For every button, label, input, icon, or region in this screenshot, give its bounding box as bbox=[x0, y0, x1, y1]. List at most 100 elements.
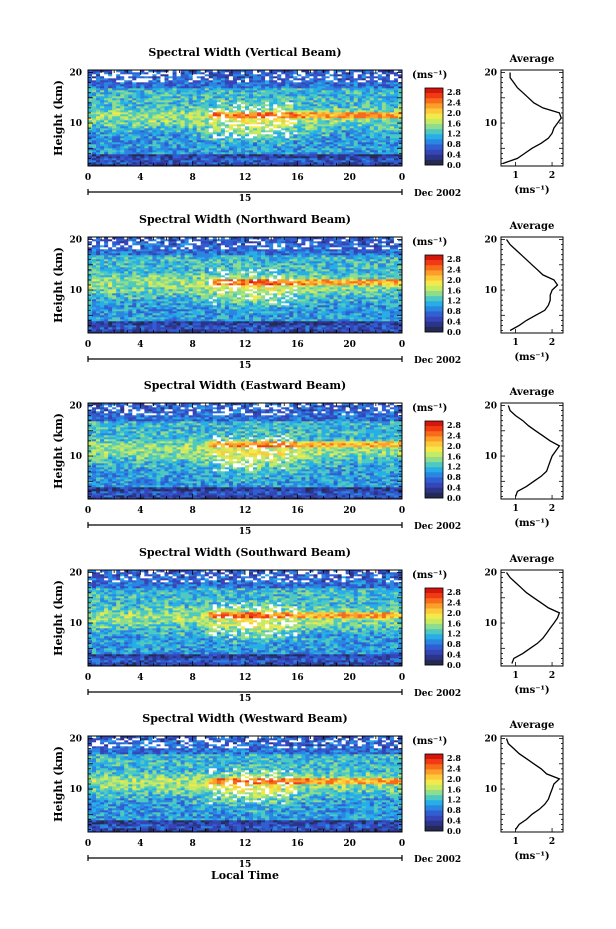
colorbar-tick-label: 1.2 bbox=[447, 795, 461, 805]
profile-x-label: (ms⁻¹) bbox=[514, 685, 549, 696]
colorbar-tick-label: 0.8 bbox=[447, 306, 461, 316]
average-profile: Average 10 20 1 2(ms⁻¹) bbox=[484, 720, 563, 862]
profile-x-label: (ms⁻¹) bbox=[514, 851, 549, 862]
colorbar-tick-label: 2.8 bbox=[447, 753, 461, 763]
x-tick-label: 0 bbox=[399, 839, 405, 849]
date-label: Dec 2002 bbox=[414, 855, 461, 865]
profile-y-tick-label: 10 bbox=[484, 286, 497, 296]
x-axis-label: Local Time bbox=[211, 869, 279, 882]
x-tick-label: 0 bbox=[85, 173, 91, 183]
colorbar-tick-label: 0.4 bbox=[447, 816, 461, 826]
colorbar-unit: (ms⁻¹) bbox=[412, 570, 447, 581]
panel-title: Spectral Width (Eastward Beam) bbox=[144, 379, 346, 392]
y-axis-label: Height (km) bbox=[52, 247, 65, 323]
profile-x-tick-label: 1 bbox=[512, 837, 518, 847]
x-tick-label: 16 bbox=[291, 839, 304, 849]
y-tick-label: 10 bbox=[69, 619, 82, 629]
profile-x-tick-label: 2 bbox=[549, 504, 555, 514]
y-tick-label: 10 bbox=[69, 119, 82, 129]
colorbar-tick-label: 2.4 bbox=[447, 97, 461, 107]
colorbar-tick-label: 1.2 bbox=[447, 129, 461, 139]
profile-x-label: (ms⁻¹) bbox=[514, 352, 549, 363]
colorbar-tick-label: 2.4 bbox=[447, 430, 461, 440]
colorbar-tick-label: 1.2 bbox=[447, 296, 461, 306]
colorbar-unit: (ms⁻¹) bbox=[412, 70, 447, 81]
colorbar-unit: (ms⁻¹) bbox=[412, 736, 447, 747]
x-tick-label: 4 bbox=[137, 673, 143, 683]
colorbar-tick-label: 0.0 bbox=[447, 327, 461, 337]
profile-y-tick-label: 20 bbox=[484, 402, 497, 412]
colorbar-tick-label: 0.8 bbox=[447, 139, 461, 149]
x-tick-label: 12 bbox=[239, 506, 252, 516]
colorbar-tick-label: 2.4 bbox=[447, 763, 461, 773]
profile-y-tick-label: 10 bbox=[484, 119, 497, 129]
profile-x-tick-label: 1 bbox=[512, 504, 518, 514]
x-tick-label: 16 bbox=[291, 340, 304, 350]
panel-title: Spectral Width (Northward Beam) bbox=[139, 213, 351, 226]
y-tick-label: 10 bbox=[69, 452, 82, 462]
profile-title: Average bbox=[509, 720, 555, 731]
x-tick-label: 20 bbox=[343, 173, 356, 183]
colorbar-tick-label: 2.8 bbox=[447, 587, 461, 597]
panel-title: Spectral Width (Southward Beam) bbox=[139, 546, 351, 559]
colorbar: (ms⁻¹)2.82.42.01.61.20.80.40.0 bbox=[412, 570, 461, 670]
panel-5: Spectral Width (Westward Beam)1020Height… bbox=[52, 712, 563, 870]
colorbar-tick-label: 0.0 bbox=[447, 826, 461, 836]
y-axis-label: Height (km) bbox=[52, 746, 65, 822]
colorbar-tick-label: 2.4 bbox=[447, 264, 461, 274]
profile-x-tick-label: 1 bbox=[512, 171, 518, 181]
profile-title: Average bbox=[509, 54, 555, 65]
colorbar-tick-label: 0.4 bbox=[447, 150, 461, 160]
colorbar-tick-label: 1.2 bbox=[447, 629, 461, 639]
panel-title: Spectral Width (Vertical Beam) bbox=[148, 46, 341, 59]
profile-x-label: (ms⁻¹) bbox=[514, 518, 549, 529]
profile-x-tick-label: 2 bbox=[549, 338, 555, 348]
heatmap-cells bbox=[88, 70, 402, 166]
heatmap-cells bbox=[88, 570, 402, 666]
x-tick-label: 20 bbox=[343, 340, 356, 350]
profile-title: Average bbox=[509, 387, 555, 398]
panel-4: Spectral Width (Southward Beam)1020Heigh… bbox=[52, 546, 563, 704]
colorbar-tick-label: 1.6 bbox=[447, 618, 461, 628]
profile-x-tick-label: 2 bbox=[549, 171, 555, 181]
day-label: 15 bbox=[239, 194, 252, 204]
colorbar: (ms⁻¹)2.82.42.01.61.20.80.40.0 bbox=[412, 237, 461, 337]
date-label: Dec 2002 bbox=[414, 189, 461, 199]
y-tick-label: 20 bbox=[69, 402, 82, 412]
profile-y-tick-label: 10 bbox=[484, 785, 497, 795]
profile-y-tick-label: 10 bbox=[484, 619, 497, 629]
profile-y-tick-label: 20 bbox=[484, 69, 497, 79]
colorbar-tick-label: 1.6 bbox=[447, 451, 461, 461]
x-tick-label: 4 bbox=[137, 173, 143, 183]
x-tick-label: 20 bbox=[343, 506, 356, 516]
profile-y-tick-label: 20 bbox=[484, 735, 497, 745]
y-tick-label: 20 bbox=[69, 69, 82, 79]
colorbar: (ms⁻¹)2.82.42.01.61.20.80.40.0 bbox=[412, 403, 461, 503]
colorbar-tick-label: 2.0 bbox=[447, 608, 461, 618]
colorbar-tick-label: 1.6 bbox=[447, 285, 461, 295]
panel-2: Spectral Width (Northward Beam) 10 20 Heigh… bbox=[52, 213, 563, 371]
colorbar-tick-label: 0.4 bbox=[447, 483, 461, 493]
colorbar-tick-label: 1.6 bbox=[447, 784, 461, 794]
date-label: Dec 2002 bbox=[414, 356, 461, 366]
profile-x-tick-label: 1 bbox=[512, 671, 518, 681]
x-tick-label: 8 bbox=[190, 673, 196, 683]
x-tick-label: 20 bbox=[343, 673, 356, 683]
x-tick-label: 0 bbox=[85, 673, 91, 683]
profile-x-label: (ms⁻¹) bbox=[514, 185, 549, 196]
colorbar-tick-label: 2.8 bbox=[447, 420, 461, 430]
colorbar: (ms⁻¹)2.82.42.01.61.20.80.40.0 bbox=[412, 70, 461, 170]
colorbar-tick-label: 0.0 bbox=[447, 160, 461, 170]
colorbar: (ms⁻¹)2.82.42.01.61.20.80.40.0 bbox=[412, 736, 461, 836]
x-tick-label: 8 bbox=[190, 506, 196, 516]
x-tick-label: 0 bbox=[399, 173, 405, 183]
y-axis-label: Height (km) bbox=[52, 413, 65, 489]
x-tick-label: 16 bbox=[291, 673, 304, 683]
x-tick-label: 0 bbox=[85, 839, 91, 849]
profile-x-tick-label: 2 bbox=[549, 837, 555, 847]
colorbar-tick-label: 0.4 bbox=[447, 650, 461, 660]
colorbar-tick-label: 0.0 bbox=[447, 660, 461, 670]
x-tick-label: 4 bbox=[137, 839, 143, 849]
